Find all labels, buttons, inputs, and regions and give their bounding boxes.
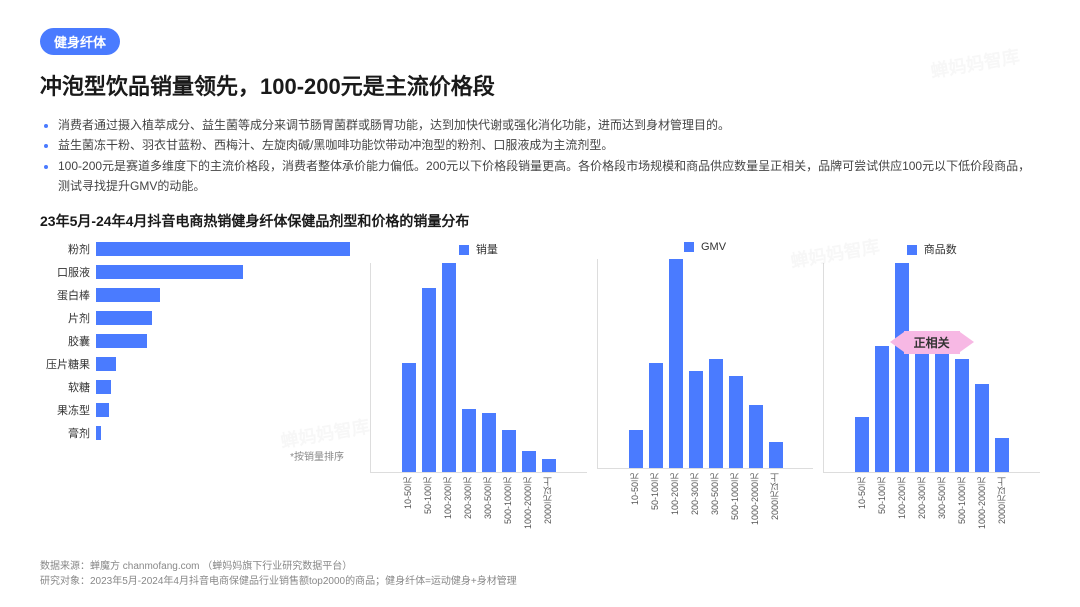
vbar	[629, 430, 643, 468]
hbar-label: 片剂	[40, 310, 96, 326]
vbar	[749, 405, 763, 468]
vbar	[502, 430, 516, 472]
vbar	[689, 371, 703, 467]
hbar-label: 软糖	[40, 379, 96, 395]
vbar-label: 500-1000元	[501, 477, 515, 545]
section-tag: 健身纤体	[40, 28, 120, 55]
vbar	[542, 459, 556, 472]
vbar-label: 300-500元	[935, 477, 949, 545]
hbar-row: 口服液	[40, 264, 350, 280]
vchart-group: 销量 10-50元 50-100元 100-200元 200-300元 300-500元 5…	[370, 241, 587, 545]
vbar-label: 50-100元	[875, 477, 889, 545]
vbar-label: 1000-2000元	[748, 473, 762, 541]
vchart-group: 商品数 10-50元 50-100元 100-200元 200-300元 300-500元…	[823, 241, 1040, 545]
hbar-fill	[96, 311, 152, 325]
vbar	[769, 442, 783, 467]
hbar-row: 胶囊	[40, 333, 350, 349]
hbar-label: 蛋白棒	[40, 287, 96, 303]
vchart-legend: 商品数	[823, 241, 1040, 257]
vchart-legend: GMV	[597, 241, 814, 253]
vbar-label: 2000元以上	[995, 477, 1009, 545]
vbar-label: 500-1000元	[728, 473, 742, 541]
hbar-fill	[96, 380, 111, 394]
vbar-label: 100-200元	[895, 477, 909, 545]
vbar	[855, 417, 869, 471]
hbar-chart: 粉剂口服液蛋白棒片剂胶囊压片糖果软糖果冻型膏剂 *按销量排序	[40, 241, 350, 463]
hbar-fill	[96, 288, 160, 302]
vbar	[875, 346, 889, 471]
hbar-fill	[96, 334, 147, 348]
vbar	[995, 438, 1009, 471]
footer: 数据来源：蝉魔方 chanmofang.com （蝉妈妈旗下行业研究数据平台） …	[40, 559, 517, 589]
hbar-fill	[96, 242, 350, 256]
vchart-container: 销量 10-50元 50-100元 100-200元 200-300元 300-500元 5…	[370, 241, 1040, 545]
hbar-label: 果冻型	[40, 402, 96, 418]
vbar-label: 100-200元	[668, 473, 682, 541]
vbar	[955, 359, 969, 472]
vbar-label: 2000元以上	[541, 477, 555, 545]
hbar-fill	[96, 426, 101, 440]
vbar-label: 10-50元	[855, 477, 869, 545]
hbar-fill	[96, 403, 109, 417]
vbar-label: 500-1000元	[955, 477, 969, 545]
hbar-row: 软糖	[40, 379, 350, 395]
hbar-fill	[96, 357, 116, 371]
vbar-label: 200-300元	[915, 477, 929, 545]
vchart-legend: 销量	[370, 241, 587, 257]
charts-row: 粉剂口服液蛋白棒片剂胶囊压片糖果软糖果冻型膏剂 *按销量排序 销量 10-50元 5…	[40, 241, 1040, 545]
vbar-label: 300-500元	[708, 473, 722, 541]
vbar-label: 200-300元	[688, 473, 702, 541]
vbar-label: 300-500元	[481, 477, 495, 545]
vbar-label: 10-50元	[401, 477, 415, 545]
bullet-list: 消费者通过摄入植萃成分、益生菌等成分来调节肠胃菌群或肠胃功能，达到加快代谢或强化…	[40, 115, 1040, 197]
vbar	[935, 334, 949, 472]
vbar	[649, 363, 663, 468]
hbar-row: 片剂	[40, 310, 350, 326]
bullet-item: 益生菌冻干粉、羽衣甘蓝粉、西梅汁、左旋肉碱/黑咖啡功能饮带动冲泡型的粉剂、口服液…	[58, 135, 1040, 155]
footer-line1: 数据来源：蝉魔方 chanmofang.com （蝉妈妈旗下行业研究数据平台）	[40, 559, 517, 574]
vchart-group: GMV 10-50元 50-100元 100-200元 200-300元 300-500元…	[597, 241, 814, 545]
footer-line2: 研究对象：2023年5月-2024年4月抖音电商保健品行业销售额top2000的…	[40, 574, 517, 589]
hbar-label: 膏剂	[40, 425, 96, 441]
hbar-label: 粉剂	[40, 241, 96, 257]
page-title: 冲泡型饮品销量领先，100-200元是主流价格段	[40, 69, 1040, 101]
hbar-label: 胶囊	[40, 333, 96, 349]
vbar-label: 2000元以上	[768, 473, 782, 541]
hbar-row: 膏剂	[40, 425, 350, 441]
vbar-label: 100-200元	[441, 477, 455, 545]
vbar	[462, 409, 476, 472]
chart-subtitle: 23年5月-24年4月抖音电商热销健身纤体保健品剂型和价格的销量分布	[40, 211, 1040, 231]
vbar	[709, 359, 723, 468]
vbar	[482, 413, 496, 472]
vbar-label: 1000-2000元	[975, 477, 989, 545]
vbar	[402, 363, 416, 472]
bullet-item: 消费者通过摄入植萃成分、益生菌等成分来调节肠胃菌群或肠胃功能，达到加快代谢或强化…	[58, 115, 1040, 135]
vbar	[442, 263, 456, 472]
vbar-label: 10-50元	[628, 473, 642, 541]
vbar	[729, 376, 743, 468]
vbar	[895, 263, 909, 472]
vbar-label: 200-300元	[461, 477, 475, 545]
vbar	[669, 259, 683, 468]
vbar	[975, 384, 989, 472]
vbar	[915, 350, 929, 471]
hbar-row: 粉剂	[40, 241, 350, 257]
hbar-note: *按销量排序	[40, 448, 350, 463]
vbar-label: 50-100元	[648, 473, 662, 541]
vbar-label: 50-100元	[421, 477, 435, 545]
vbar-label: 1000-2000元	[521, 477, 535, 545]
bullet-item: 100-200元是赛道多维度下的主流价格段，消费者整体承价能力偏低。200元以下…	[58, 156, 1040, 197]
hbar-label: 压片糖果	[40, 356, 96, 372]
hbar-label: 口服液	[40, 264, 96, 280]
hbar-fill	[96, 265, 243, 279]
vbar	[522, 451, 536, 472]
hbar-row: 果冻型	[40, 402, 350, 418]
hbar-row: 蛋白棒	[40, 287, 350, 303]
hbar-row: 压片糖果	[40, 356, 350, 372]
vbar	[422, 288, 436, 472]
